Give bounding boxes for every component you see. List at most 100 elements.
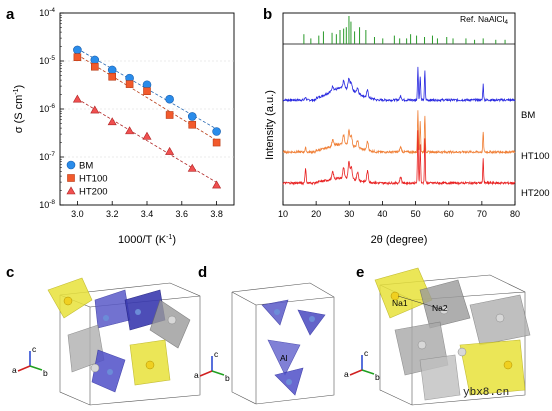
panel-b-x-ticks: 10 20 30 40 50 60 70 80 [278,201,520,219]
e-polyhedron-gray [419,354,461,401]
panel-a-legend: BM HT100 HT200 [66,160,108,198]
point-bm [212,127,221,136]
point-ht100 [125,80,134,88]
panel-a-x-axis-label: 1000/T (K-1) [118,234,176,246]
c-atoms [63,296,177,375]
point-ht200 [212,180,222,189]
x-tick-label: 70 [477,209,487,219]
panel-e-crystal-structure: Na1 Na2 c a b [344,267,531,406]
svg-text:a: a [194,370,199,380]
e-polyhedron-gray [419,279,471,329]
point-bm [187,112,197,121]
svg-text:b: b [225,373,230,383]
panel-label-d: d [198,264,207,281]
x-tick-label: 80 [510,209,520,219]
x-tick-label: 10 [278,209,288,219]
e-polyhedron-yellow [459,339,526,396]
legend-marker-bm [66,160,76,170]
point-ht100 [143,87,151,95]
point-ht200 [125,126,135,135]
y-tick-label: 10-4 [39,7,55,18]
point-ht200 [107,117,117,126]
svg-text:b: b [43,368,48,378]
d-tetrahedron [297,309,326,336]
panel-label-b: b [263,6,272,23]
panel-a-y-ticks: 10-4 10-5 10-6 10-7 10-8 [39,7,64,210]
e-axis-triad: c a b [344,348,380,382]
x-tick-label: 60 [444,209,454,219]
e-bond [397,295,445,311]
panel-b-frame [282,12,516,206]
d-atoms [274,309,315,385]
y-tick-label: 10-5 [39,55,55,66]
panel-label-e: e [356,264,364,281]
panel-a-x-ticks: 3.0 3.2 3.4 3.6 3.8 [71,201,223,219]
x-tick-label: 50 [411,209,421,219]
c-axis-triad: c a b [12,344,48,378]
x-tick-label: 3.8 [210,209,223,219]
panel-b-reference-pattern [303,16,506,44]
point-ht100 [212,138,221,147]
na1-label: Na1 [392,298,408,308]
point-ht200 [165,146,175,155]
panel-b-xrd-plot: Ref. NaAlCl4 10 20 30 40 50 60 70 80 BM HT100 HT2… [264,12,550,246]
xrd-trace-ht100 [282,110,516,155]
panel-c-crystal-structure: c a b [12,277,201,406]
y-tick-label: 10-8 [39,199,55,210]
na2-label: Na2 [432,303,448,313]
panel-b-x-axis-label: 2θ (degree) [371,234,428,246]
series-label-ht200: HT200 [521,188,550,199]
al-atom-label: Al [280,353,288,363]
panel-b-series-labels: BM HT100 HT200 [521,110,550,199]
point-bm [165,94,174,104]
xrd-trace-bm [282,66,516,103]
svg-text:c: c [364,348,369,358]
c-polyhedron-blue [94,289,131,329]
point-ht100 [108,72,116,81]
x-tick-label: 3.0 [71,209,84,219]
x-tick-label: 40 [377,209,387,219]
x-tick-label: 30 [344,209,354,219]
point-ht200 [187,163,197,172]
reference-label: Ref. NaAlCl4 [460,14,508,26]
panel-b-traces [282,66,516,186]
watermark: ybx8.cn [463,387,509,399]
panel-a-y-axis-label: σ (S cm-1) [13,85,25,133]
point-ht200 [72,94,82,103]
point-ht100 [165,111,174,119]
x-tick-label: 3.6 [176,209,189,219]
y-tick-label: 10-6 [39,103,55,114]
legend-label-bm: BM [79,161,93,172]
legend-marker-ht200 [66,186,76,195]
svg-text:b: b [375,372,380,382]
x-tick-label: 20 [311,209,321,219]
svg-text:a: a [12,365,17,375]
svg-text:c: c [214,349,219,359]
svg-text:c: c [32,344,37,354]
point-ht100 [73,53,82,61]
panel-label-a: a [6,6,15,23]
series-label-ht100: HT100 [521,151,550,162]
point-bm [73,45,82,55]
d-axis-triad: c a b [194,349,230,383]
panel-d-crystal-structure: Al c a b [194,282,335,405]
point-ht200 [90,105,100,114]
panel-a-conductivity-plot: 10-4 10-5 10-6 10-7 10-8 3.0 3.2 3.4 3.6 3.8 BM H… [13,7,235,246]
y-tick-label: 10-7 [39,151,55,162]
svg-text:a: a [344,369,349,379]
c-polyhedron-gray [149,299,191,349]
legend-label-ht200: HT200 [79,187,108,198]
xrd-trace-ht200 [282,130,516,186]
x-tick-label: 3.4 [141,209,154,219]
point-bm [90,55,100,65]
panel-a-data-points [72,45,222,189]
panel-b-y-axis-label: Intensity (a.u.) [264,90,276,160]
x-tick-label: 3.2 [106,209,119,219]
point-ht200 [142,131,152,140]
legend-marker-ht100 [67,174,75,182]
point-ht100 [91,62,99,71]
point-bm [107,65,117,75]
legend-label-ht100: HT100 [79,174,108,185]
e-atoms [390,291,513,370]
